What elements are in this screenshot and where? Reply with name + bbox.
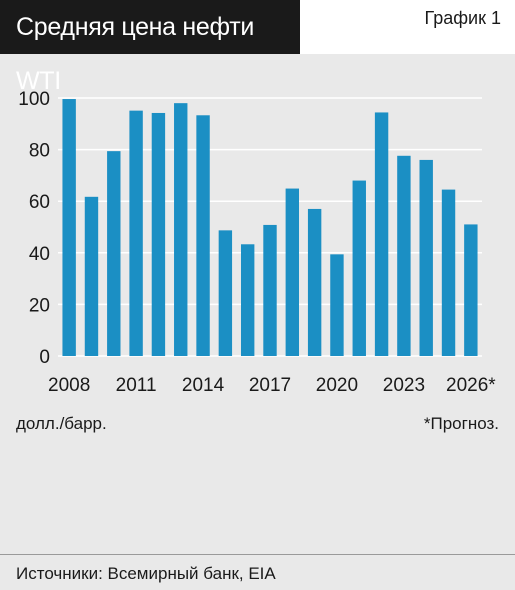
- bar-2022: [374, 112, 389, 356]
- x-tick-label: 2026*: [446, 375, 496, 396]
- y-tick-label: 20: [29, 295, 50, 316]
- y-tick-label: 0: [39, 347, 50, 368]
- forecast-note: *Прогноз.: [423, 414, 499, 433]
- y-tick-label: 40: [29, 244, 50, 265]
- chart-title: Средняя цена нефти WTI: [0, 0, 300, 95]
- bar-2013: [174, 103, 188, 356]
- bar-2025: [441, 189, 456, 356]
- bar-2012: [151, 112, 166, 356]
- bar-chart: 0 20 40 60 80 100 2008 2011 2014 2017 2020 2023 2026…: [18, 89, 496, 396]
- chart-number-label: График 1: [424, 8, 501, 28]
- x-tick-label: 2008: [48, 375, 90, 396]
- y-tick-label: 100: [18, 89, 50, 110]
- x-tick-label: 2017: [249, 375, 291, 396]
- divider: [0, 554, 515, 555]
- bar-2026*: [464, 224, 478, 356]
- x-tick-label: 2020: [316, 375, 358, 396]
- unit-label: долл./барр.: [16, 414, 107, 433]
- x-tick-label: 2014: [182, 375, 225, 396]
- header: Средняя цена нефти WTI График 1: [0, 0, 515, 95]
- bar-2016: [240, 244, 255, 356]
- bar-2009: [84, 196, 99, 356]
- y-tick-label: 60: [29, 192, 50, 213]
- bar-2023: [397, 155, 411, 356]
- bar-2011: [129, 110, 143, 356]
- y-tick-label: 80: [29, 141, 50, 162]
- bar-2015: [218, 230, 233, 356]
- bar-2020: [330, 254, 344, 356]
- bar-2014: [196, 115, 210, 356]
- bar-2008: [62, 99, 76, 357]
- bar-2024: [419, 159, 433, 356]
- bar-2018: [285, 188, 300, 356]
- bar-2010: [107, 151, 121, 356]
- bar-2019: [307, 208, 322, 356]
- x-tick-label: 2023: [383, 375, 425, 396]
- bar-2021: [352, 180, 366, 356]
- source-note: Источники: Всемирный банк, EIA: [16, 564, 276, 583]
- bar-2017: [263, 224, 277, 356]
- x-tick-label: 2011: [116, 375, 157, 396]
